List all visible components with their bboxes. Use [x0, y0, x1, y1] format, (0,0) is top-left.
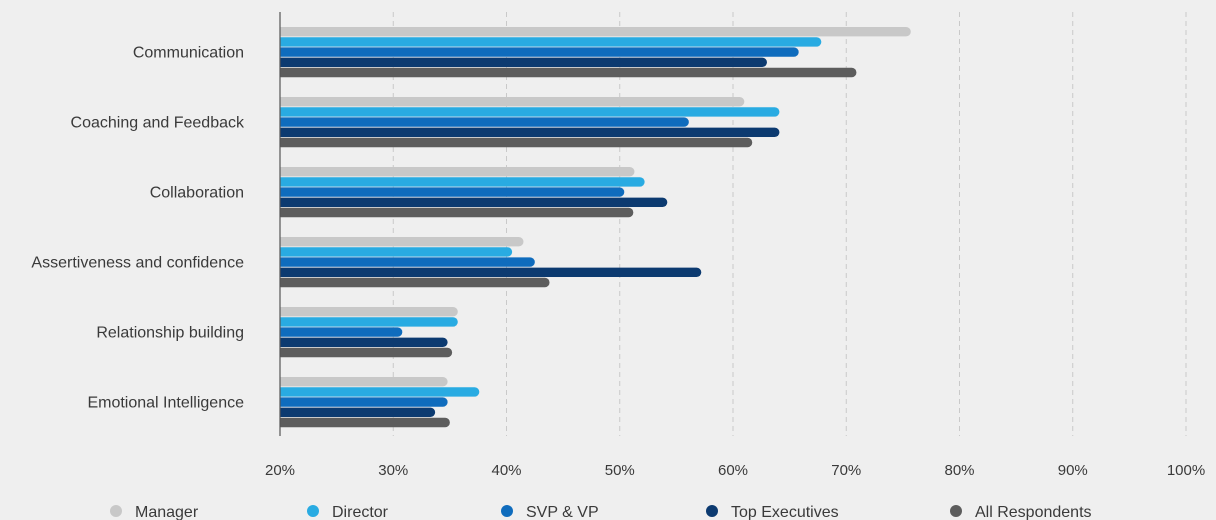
x-tick-label: 100%	[1167, 462, 1205, 479]
x-tick-label: 90%	[1058, 462, 1088, 479]
legend-marker	[307, 505, 319, 517]
x-tick-label: 50%	[605, 462, 635, 479]
bar-top-executives-3	[280, 267, 702, 277]
legend-label: All Respondents	[975, 504, 1092, 520]
bar-manager-5	[280, 377, 448, 387]
bar-svp-vp-3	[280, 257, 535, 267]
legend: Manager Director SVP & VP Top Executives All…	[110, 504, 1092, 520]
category-label: Communication	[133, 45, 244, 62]
x-tick-label: 30%	[378, 462, 408, 479]
category-labels: Communication Coaching and Feedback Collab…	[31, 45, 245, 412]
category-label: Assertiveness and confidence	[31, 255, 244, 272]
bar-svp-vp-1	[280, 117, 689, 127]
gridlines	[392, 12, 1187, 436]
bar-svp-vp-2	[280, 187, 625, 197]
x-tick-label: 20%	[265, 462, 295, 479]
bar-director-1	[280, 107, 780, 117]
category-label: Collaboration	[150, 185, 244, 202]
x-tick-label: 60%	[718, 462, 748, 479]
legend-marker	[110, 505, 122, 517]
bar-all-respondents-5	[280, 417, 450, 428]
legend-label: Top Executives	[731, 504, 839, 520]
legend-label: SVP & VP	[526, 504, 599, 520]
bar-director-5	[280, 387, 480, 397]
x-tick-label: 80%	[944, 462, 974, 479]
bar-top-executives-2	[280, 197, 668, 207]
bars	[280, 27, 911, 428]
bar-top-executives-4	[280, 337, 448, 347]
bar-manager-3	[280, 237, 524, 247]
category-label: Relationship building	[96, 325, 244, 342]
x-tick-labels: 20% 30% 40% 50% 60% 70% 80% 90% 100%	[265, 462, 1205, 479]
bar-top-executives-0	[280, 57, 767, 67]
legend-label: Manager	[135, 504, 199, 520]
bar-manager-0	[280, 27, 911, 37]
bar-all-respondents-3	[280, 277, 550, 288]
bar-top-executives-5	[280, 407, 436, 417]
bar-manager-4	[280, 307, 458, 317]
legend-marker	[950, 505, 962, 517]
bar-svp-vp-5	[280, 397, 448, 407]
x-tick-label: 70%	[831, 462, 861, 479]
bar-director-0	[280, 37, 822, 47]
bar-manager-1	[280, 97, 745, 107]
x-tick-label: 40%	[491, 462, 521, 479]
bar-svp-vp-4	[280, 327, 403, 337]
category-label: Emotional Intelligence	[87, 395, 244, 412]
bar-svp-vp-0	[280, 47, 799, 57]
bar-all-respondents-1	[280, 137, 753, 148]
legend-marker	[706, 505, 718, 517]
legend-label: Director	[332, 504, 389, 520]
bar-director-4	[280, 317, 458, 327]
bar-manager-2	[280, 167, 635, 177]
bar-director-2	[280, 177, 645, 187]
bar-top-executives-1	[280, 127, 780, 137]
legend-marker	[501, 505, 513, 517]
category-label: Coaching and Feedback	[71, 115, 245, 132]
bar-director-3	[280, 247, 513, 257]
bar-all-respondents-4	[280, 347, 453, 358]
bar-all-respondents-2	[280, 207, 634, 218]
bar-all-respondents-0	[280, 67, 857, 78]
